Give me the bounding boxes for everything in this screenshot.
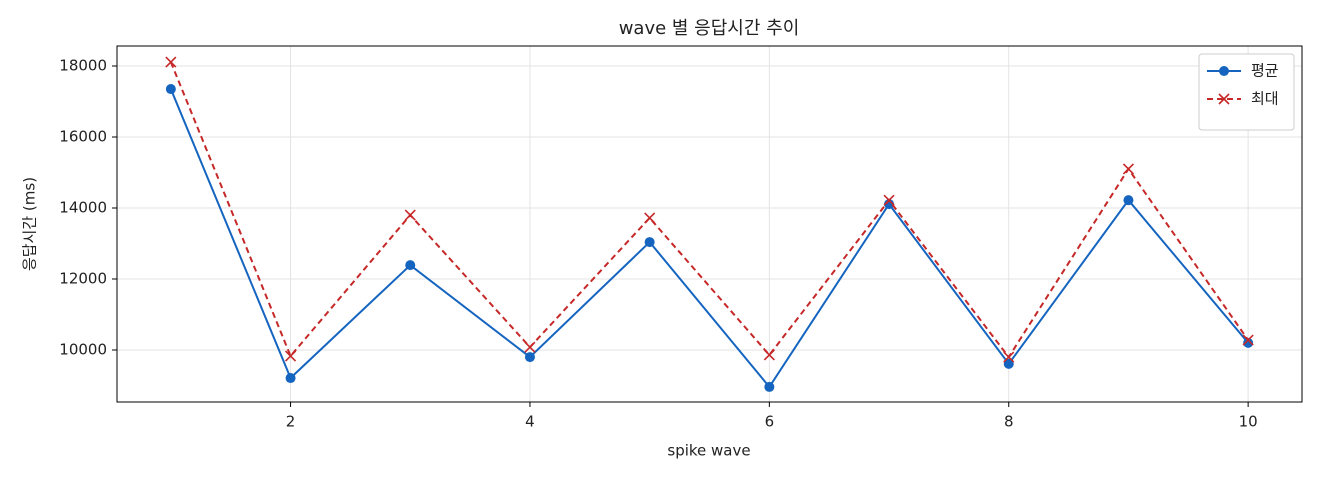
x-tick-label: 8	[1004, 413, 1014, 431]
y-tick-label: 12000	[59, 269, 107, 287]
y-tick-label: 10000	[59, 340, 107, 358]
marker	[1242, 334, 1254, 346]
y-tick-label: 18000	[59, 56, 107, 74]
marker	[1003, 358, 1014, 369]
marker	[1243, 337, 1254, 348]
marker	[285, 373, 296, 384]
marker	[644, 237, 655, 248]
legend-label: 평균	[1251, 62, 1279, 80]
y-tick-label: 14000	[59, 198, 107, 216]
marker	[524, 352, 535, 363]
series-line	[169, 88, 1249, 389]
marker	[763, 349, 775, 361]
legend-label: 최대	[1251, 90, 1279, 108]
y-tick-label: 16000	[59, 127, 107, 145]
marker	[644, 212, 656, 224]
marker	[404, 209, 416, 221]
marker	[883, 194, 895, 206]
series-line	[169, 61, 1249, 359]
marker	[1122, 163, 1135, 175]
marker	[165, 56, 177, 68]
legend-marker	[1218, 93, 1230, 105]
marker	[764, 381, 775, 392]
x-axis-label: spike wave	[667, 442, 750, 460]
plot-frame	[116, 45, 1303, 403]
chart-title: wave 별 응답시간 추이	[619, 18, 800, 39]
marker	[1003, 351, 1015, 363]
x-tick-label: 6	[765, 413, 775, 431]
marker	[1123, 195, 1134, 206]
legend-marker	[1219, 66, 1229, 76]
x-tick-label: 10	[1239, 413, 1258, 431]
marker	[405, 260, 416, 271]
marker	[284, 350, 297, 362]
x-tick-label: 4	[525, 413, 535, 431]
marker	[165, 84, 176, 95]
x-tick-label: 2	[286, 413, 296, 431]
marker	[524, 341, 536, 353]
legend-box	[1198, 53, 1295, 131]
y-axis-label: 응답시간 (ms)	[21, 177, 39, 271]
